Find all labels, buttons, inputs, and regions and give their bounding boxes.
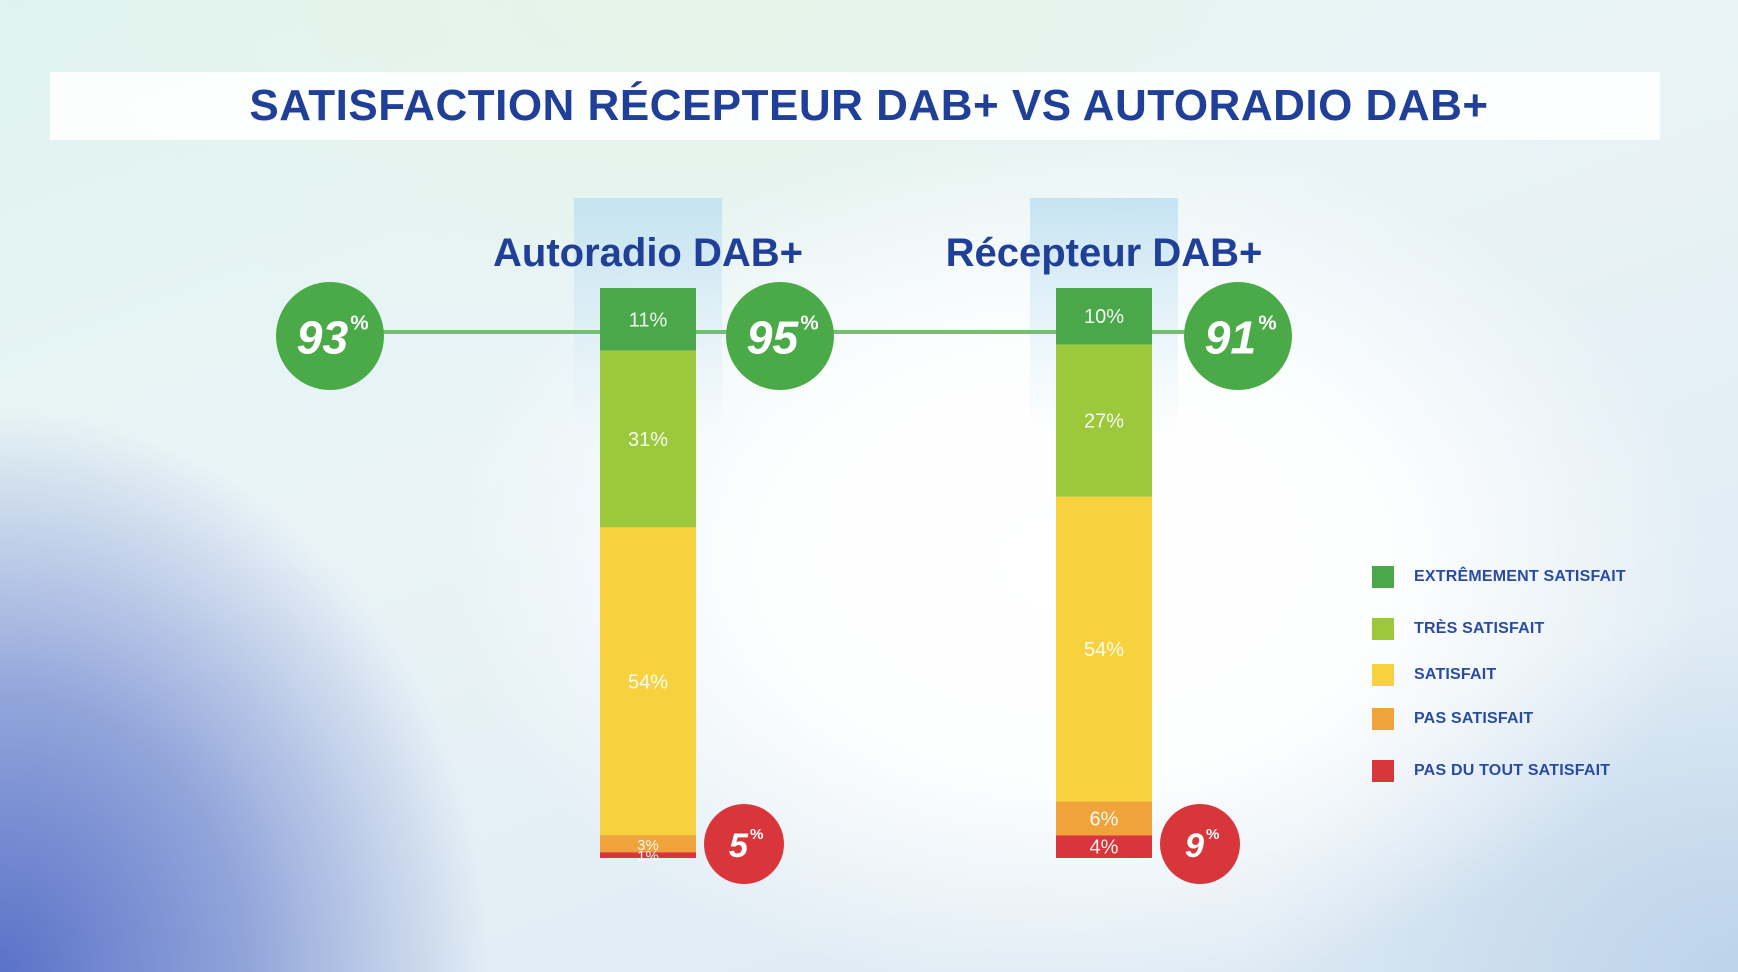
satisfied-badge-circle — [276, 282, 384, 390]
legend-label: PAS DU TOUT SATISFAIT — [1414, 762, 1611, 779]
legend-swatch — [1372, 618, 1394, 640]
satisfied-badge-unit: % — [800, 312, 818, 335]
unsatisfied-badge: 5% — [704, 804, 784, 884]
bar-segment — [1056, 288, 1152, 345]
legend: EXTRÊMEMENT SATISFAIT TRÈS SATISFAIT SATIS… — [1372, 566, 1702, 806]
satisfied-badge-circle — [726, 282, 834, 390]
legend-item: PAS SATISFAIT — [1372, 708, 1533, 730]
unsatisfied-badge-value: 5 — [729, 827, 749, 865]
legend-item: EXTRÊMEMENT SATISFAIT — [1372, 566, 1626, 588]
satisfied-badge-unit: % — [350, 312, 368, 335]
satisfied-badge-value: 91 — [1205, 311, 1257, 363]
category-label: Récepteur DAB+ — [946, 231, 1263, 275]
unsatisfied-badge-unit: % — [750, 826, 764, 843]
legend-swatch — [1372, 760, 1394, 782]
satisfied-badge-circle — [1184, 282, 1292, 390]
bar-segment — [600, 288, 696, 351]
bar-segment — [1056, 801, 1152, 836]
satisfied-badge: 93% — [276, 282, 384, 390]
legend-swatch — [1372, 708, 1394, 730]
bar-value-label: 4% — [1090, 837, 1119, 859]
bar-value-label: 54% — [628, 671, 668, 693]
legend-label: SATISFAIT — [1414, 666, 1497, 683]
legend-label: PAS SATISFAIT — [1414, 710, 1534, 727]
legend-item: TRÈS SATISFAIT — [1372, 618, 1545, 640]
satisfied-badge-unit: % — [1258, 312, 1276, 335]
bar-segment — [1056, 835, 1152, 858]
chart-title: SATISFACTION RÉCEPTEUR DAB+ VS AUTORADIO… — [249, 81, 1489, 130]
legend-swatch — [1372, 664, 1394, 686]
unsatisfied-badge-circle — [704, 804, 784, 884]
bar-segment — [600, 527, 696, 836]
bar-segment — [1056, 344, 1152, 497]
satisfied-badge: 95% — [726, 282, 834, 390]
satisfied-badge-value: 93 — [297, 311, 349, 363]
bar-value-label: 11% — [629, 309, 668, 331]
category-label: Autoradio DAB+ — [493, 231, 803, 275]
legend-swatch — [1372, 566, 1394, 588]
bar-value-label: 1% — [637, 848, 659, 865]
bar-value-label: 31% — [628, 429, 668, 451]
legend-item: PAS DU TOUT SATISFAIT — [1372, 760, 1610, 782]
bar-segment — [1056, 496, 1152, 802]
bar-segment — [600, 350, 696, 528]
bar-value-label: 3% — [637, 837, 659, 854]
legend-label: TRÈS SATISFAIT — [1414, 620, 1545, 637]
unsatisfied-badge-value: 9 — [1185, 827, 1204, 865]
title-band — [50, 72, 1660, 140]
bar-value-label: 6% — [1090, 808, 1119, 830]
satisfied-badge: 91% — [1184, 282, 1292, 390]
legend-label: EXTRÊMEMENT SATISFAIT — [1414, 568, 1626, 585]
unsatisfied-badge-unit: % — [1206, 826, 1220, 843]
bar-segment — [600, 852, 696, 858]
bar-segment — [600, 835, 696, 853]
bar-value-label: 10% — [1084, 306, 1124, 328]
unsatisfied-badge-circle — [1160, 804, 1240, 884]
legend-item: SATISFAIT — [1372, 664, 1496, 686]
unsatisfied-badge: 9% — [1160, 804, 1240, 884]
bar-value-label: 27% — [1084, 411, 1124, 433]
satisfied-badge-value: 95 — [747, 311, 800, 363]
bar-value-label: 54% — [1084, 639, 1124, 661]
